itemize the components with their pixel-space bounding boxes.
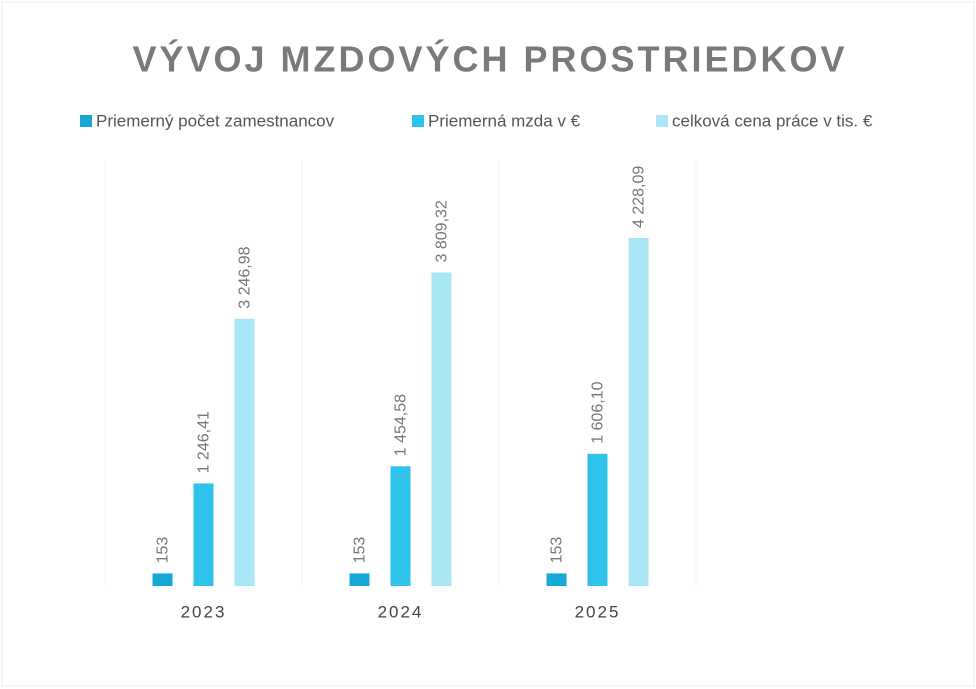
bar [628, 238, 649, 586]
x-tick-label: 2024 [378, 602, 424, 621]
chart-title: VÝVOJ MZDOVÝCH PROSTRIEDKOV [132, 39, 847, 80]
bar [431, 272, 452, 586]
bar [193, 483, 214, 586]
x-tick-label: 2023 [181, 602, 227, 621]
bar [546, 573, 567, 586]
data-label: 153 [155, 537, 172, 564]
bar [152, 573, 173, 586]
data-label: 1 606,10 [590, 381, 607, 443]
data-label: 1 246,41 [196, 411, 213, 473]
bar [349, 573, 370, 586]
legend-label: Priemerná mzda v € [428, 111, 581, 130]
bar [587, 453, 608, 586]
data-label: 153 [352, 537, 369, 564]
x-tick-label: 2025 [575, 602, 621, 621]
data-label: 1 454,58 [393, 394, 410, 456]
legend-swatch [80, 115, 92, 127]
bar [390, 466, 411, 586]
data-label: 3 246,98 [237, 246, 254, 308]
legend-label: Priemerný počet zamestnancov [96, 111, 335, 130]
legend-label: celková cena práce v tis. € [672, 111, 873, 130]
data-label: 153 [549, 537, 566, 564]
legend-swatch [656, 115, 668, 127]
data-label: 3 809,32 [434, 200, 451, 262]
legend-swatch [412, 115, 424, 127]
data-label: 4 228,09 [631, 166, 648, 228]
bar [234, 318, 255, 586]
